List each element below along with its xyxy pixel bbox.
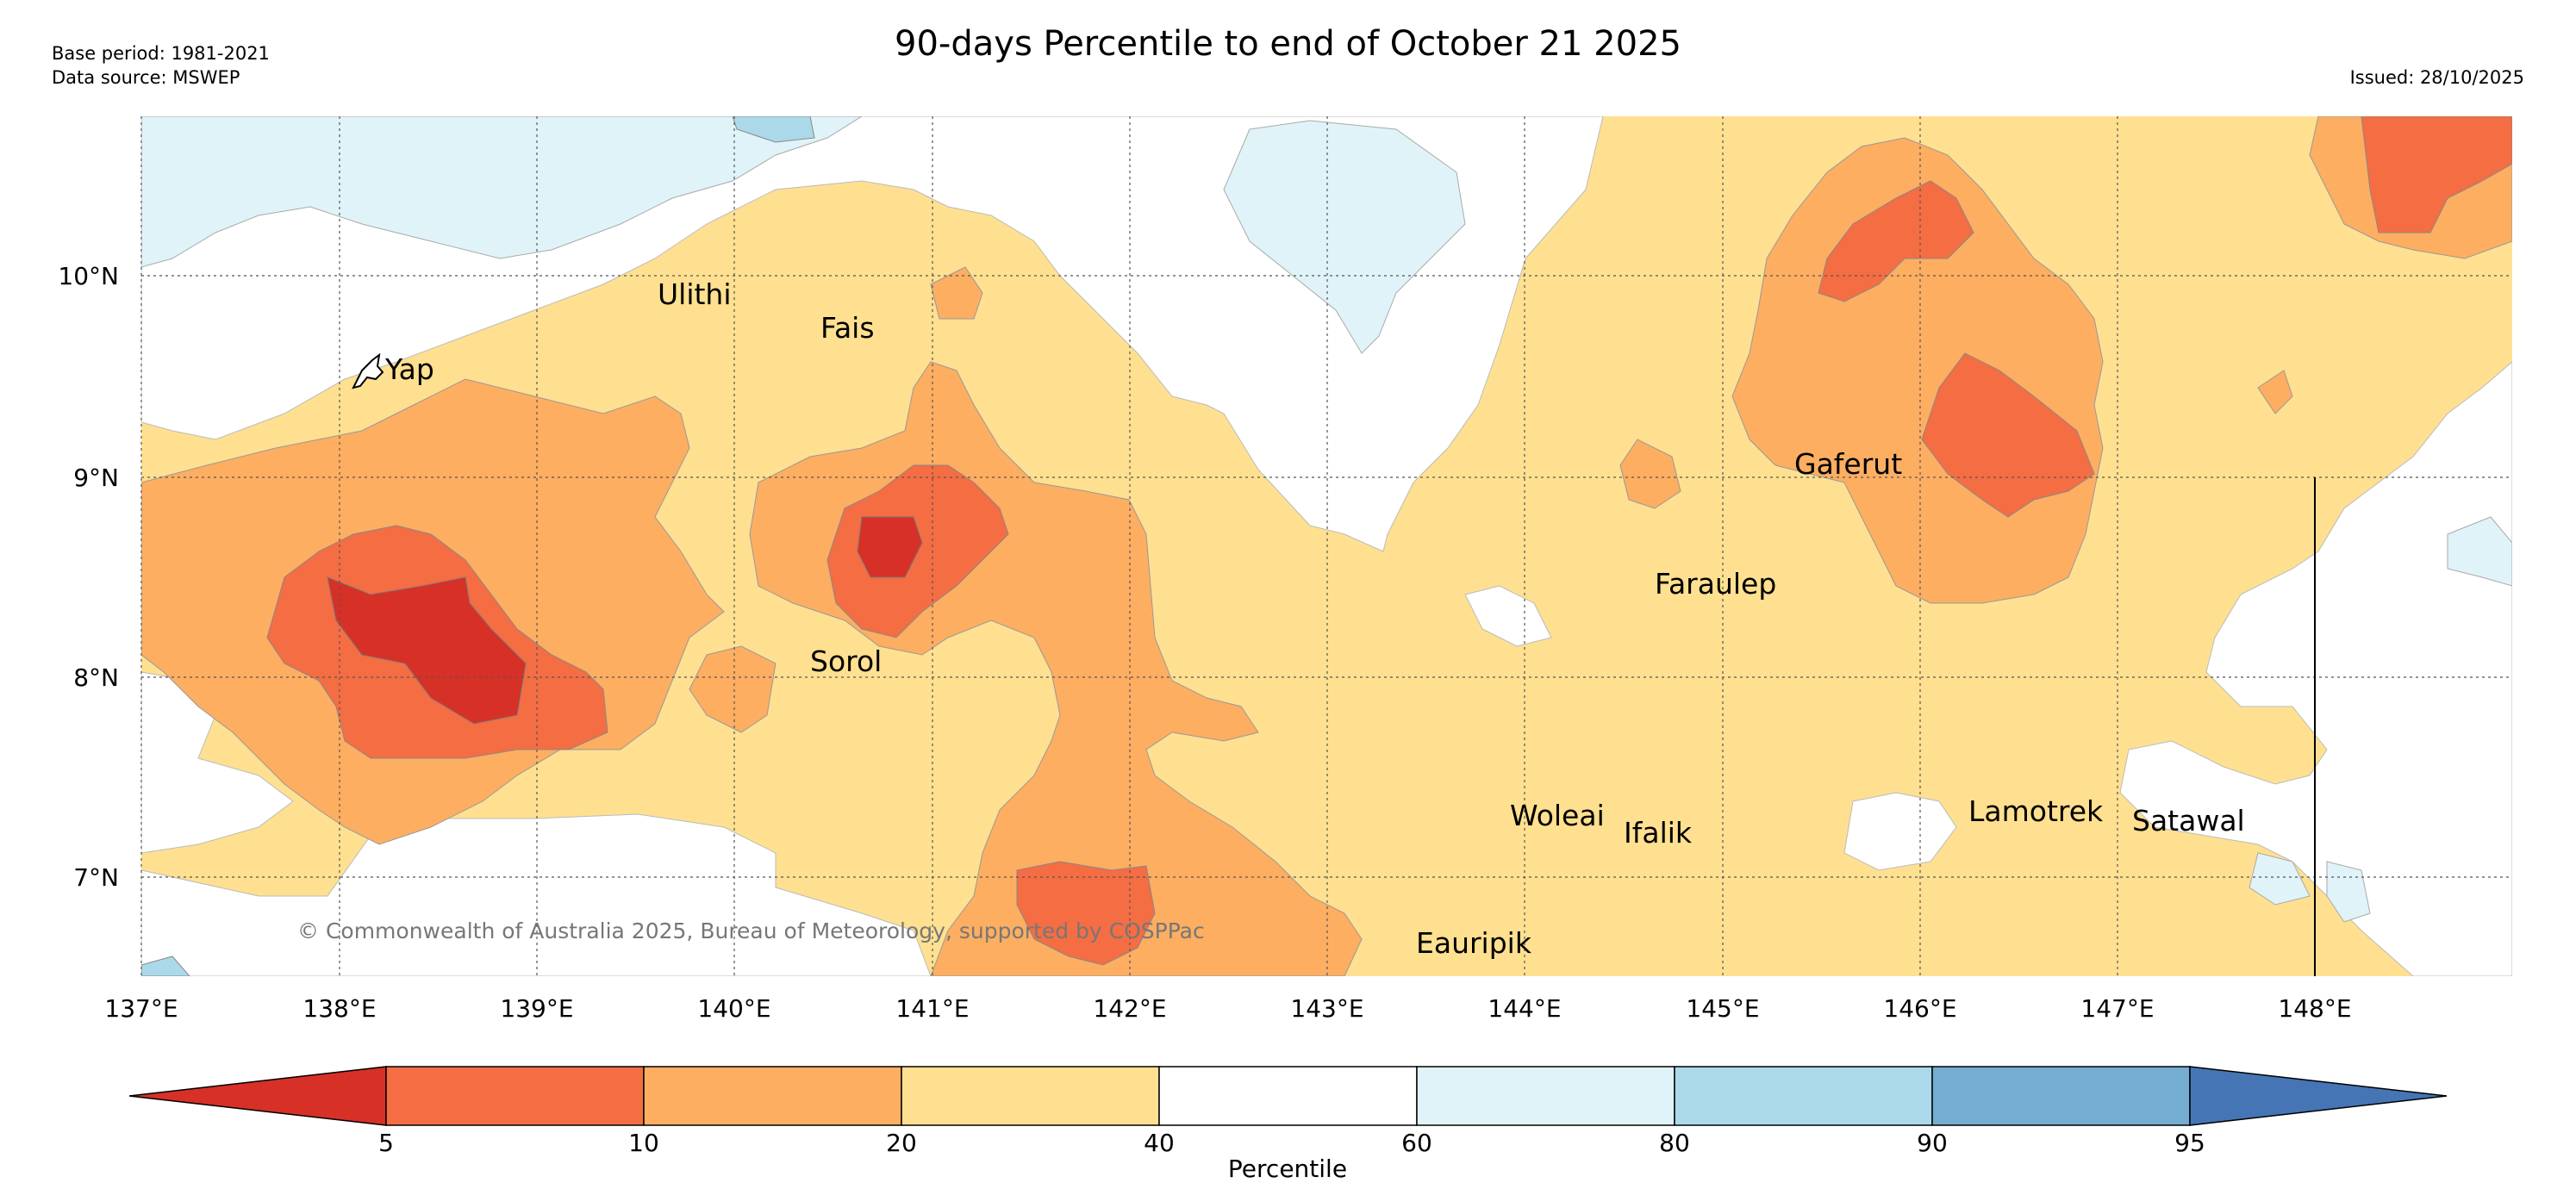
colorbar-tick-label: 80: [1659, 1129, 1690, 1157]
lon-label: 147°E: [2080, 994, 2154, 1023]
lat-label: 10°N: [58, 262, 119, 290]
band-60-80-south-east: [2249, 852, 2371, 923]
data-source-text: Data source: MSWEP: [52, 67, 240, 88]
place-label-fais: Fais: [820, 311, 875, 345]
colorbar-tick-label: 95: [2174, 1129, 2205, 1157]
colorbar-tick-label: 60: [1401, 1129, 1432, 1157]
place-label-satawal: Satawal: [2132, 804, 2245, 837]
lon-label: 137°E: [104, 994, 178, 1023]
colorbar-axis-label: Percentile: [1228, 1155, 1347, 1183]
lon-label: 148°E: [2278, 994, 2351, 1023]
band-40-60-east-islet: [1843, 792, 1957, 871]
band-below-5-west: [327, 576, 527, 725]
place-label-woleai: Woleai: [1510, 799, 1605, 832]
lon-label: 141°E: [895, 994, 969, 1023]
place-label-yap: Yap: [384, 352, 434, 386]
colorbar-extend-above-95: [2189, 1066, 2448, 1126]
band-40-60-mid-islet: [1464, 585, 1552, 647]
colorbar-tick-label: 5: [378, 1129, 394, 1157]
colorbar-bin-80-90: [1674, 1066, 1933, 1126]
place-label-gaferut: Gaferut: [1794, 447, 1902, 481]
colorbar-tick-label: 10: [628, 1129, 659, 1157]
graticule: [140, 116, 2512, 976]
colorbar-tick-label: 90: [1917, 1129, 1948, 1157]
colorbar-bin-20-40: [901, 1066, 1160, 1126]
place-label-lamotrek: Lamotrek: [1968, 794, 2104, 828]
colorbar-tick-label: 20: [886, 1129, 917, 1157]
lon-label: 140°E: [697, 994, 770, 1023]
colorbar-bin-60-80: [1416, 1066, 1675, 1126]
band-60-80-north-mid: [1223, 120, 1466, 354]
place-label-ulithi: Ulithi: [658, 277, 732, 311]
lon-label: 138°E: [303, 994, 376, 1023]
yap-island-outline: [352, 352, 384, 389]
lon-label: 139°E: [500, 994, 573, 1023]
band-60-80-north-west: [141, 116, 863, 268]
band-40-60-east: [2119, 361, 2512, 976]
base-period-text: Base period: 1981-2021: [52, 43, 270, 64]
band-10-20-east-small: [1619, 370, 2293, 509]
colorbar-bin-90-95: [1931, 1066, 2191, 1126]
place-label-sorol: Sorol: [810, 644, 882, 678]
issued-date-text: Issued: 28/10/2025: [2349, 67, 2524, 88]
colorbar-tick-label: 40: [1144, 1129, 1175, 1157]
colorbar: [128, 1066, 2448, 1126]
colorbar-bin-5-10: [385, 1066, 645, 1126]
chart-title: 90-days Percentile to end of October 21 …: [895, 24, 1681, 64]
lat-label: 9°N: [73, 464, 119, 492]
colorbar-extend-below-5: [128, 1066, 387, 1126]
band-5-10-south: [1016, 861, 1156, 966]
place-label-faraulep: Faraulep: [1655, 567, 1776, 601]
band-below-5-center: [857, 516, 923, 578]
lat-label: 8°N: [73, 663, 119, 692]
lon-label: 146°E: [1883, 994, 1956, 1023]
lon-label: 144°E: [1488, 994, 1561, 1023]
band-10-20-small-patch: [689, 266, 983, 733]
place-label-eauripik: Eauripik: [1416, 926, 1532, 960]
band-40-60-south: [141, 813, 932, 976]
colorbar-bin-40-60: [1158, 1066, 1418, 1126]
lat-label: 7°N: [73, 863, 119, 892]
band-5-10-north-east: [2361, 116, 2512, 233]
copyright-credit: © Commonwealth of Australia 2025, Bureau…: [297, 918, 1205, 943]
lon-label: 143°E: [1290, 994, 1363, 1023]
colorbar-bin-10-20: [643, 1066, 902, 1126]
band-80-90-patch: [141, 116, 815, 976]
lon-label: 142°E: [1093, 994, 1166, 1023]
band-60-80-east: [2447, 516, 2512, 587]
lon-label: 145°E: [1686, 994, 1759, 1023]
band-5-10-east: [1818, 180, 2095, 518]
place-label-ifalik: Ifalik: [1624, 816, 1693, 850]
